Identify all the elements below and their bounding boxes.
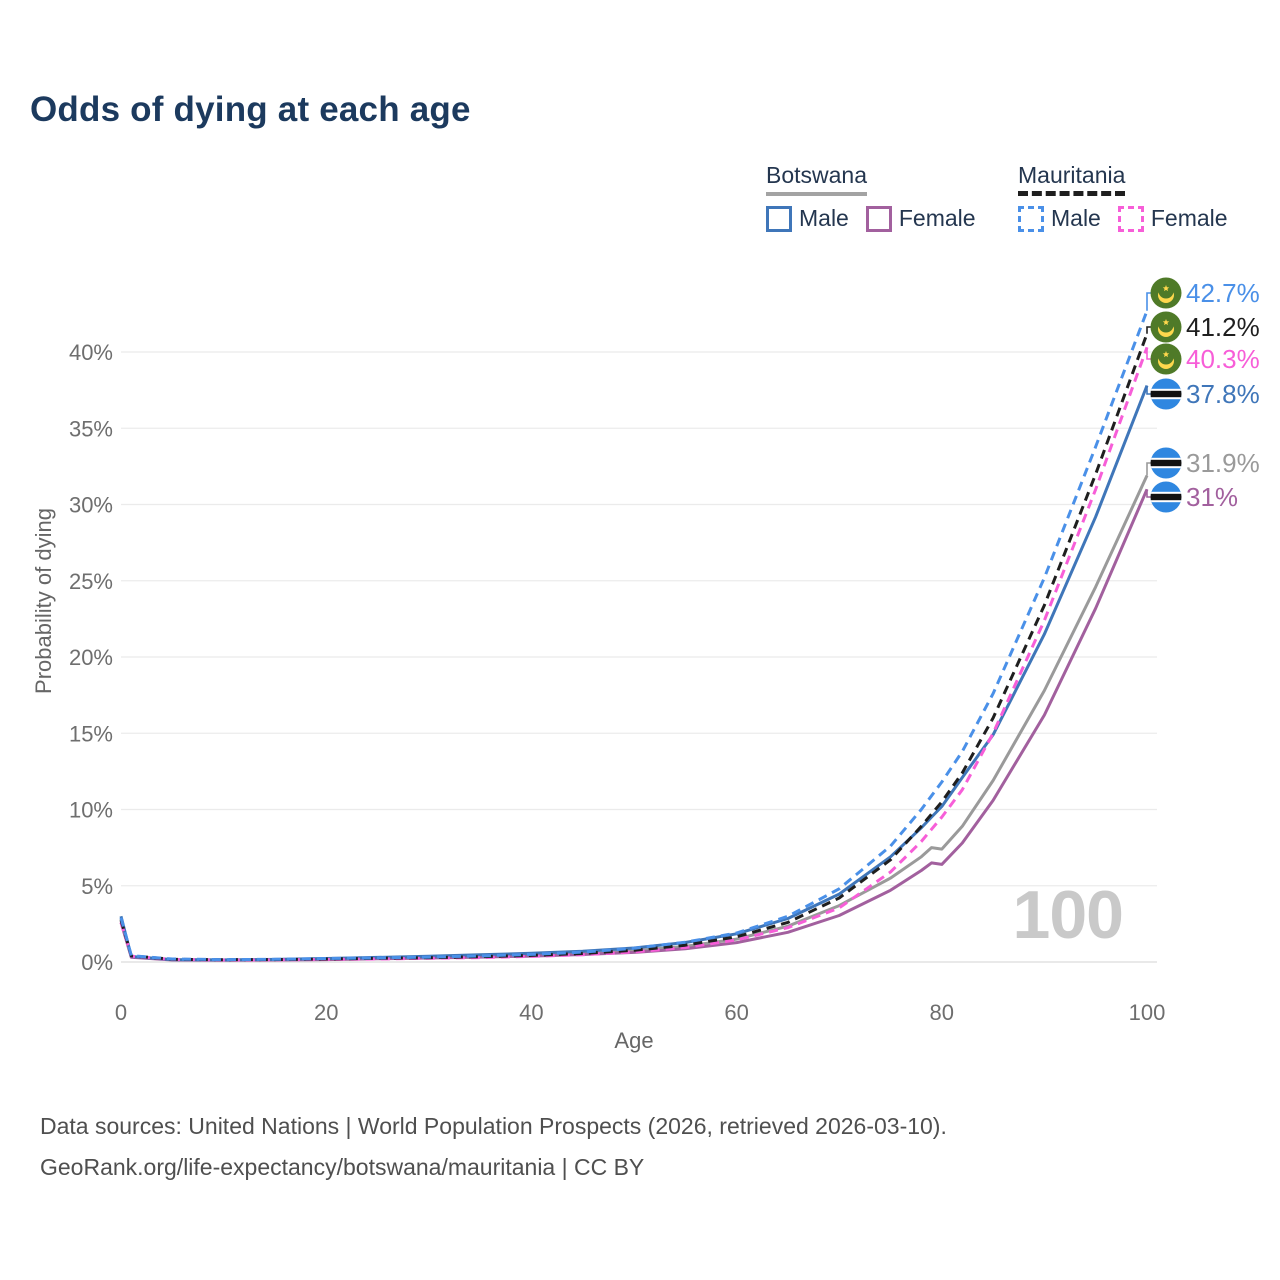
- y-tick-label: 0%: [81, 950, 113, 975]
- end-label-value: 31%: [1186, 482, 1238, 512]
- x-tick-label: 40: [519, 1000, 543, 1025]
- y-axis-title: Probability of dying: [31, 508, 56, 694]
- y-axis-tick-labels: 0% 5% 10% 15% 20% 25% 30% 35% 40%: [69, 340, 113, 975]
- page-title: Odds of dying at each age: [30, 90, 471, 129]
- botswana-flag-icon: [1150, 378, 1182, 410]
- x-axis-tick-labels: 0 20 40 60 80 100: [115, 1000, 1165, 1025]
- y-tick-label: 35%: [69, 416, 113, 441]
- mauritania-flag-icon: [1150, 277, 1182, 309]
- footer-data-sources: Data sources: United Nations | World Pop…: [40, 1113, 947, 1139]
- y-tick-label: 40%: [69, 340, 113, 365]
- series-line-botswana-male: [119, 385, 1149, 962]
- end-label-connector: [1146, 326, 1151, 334]
- x-tick-label: 0: [115, 1000, 127, 1025]
- legend-group-botswana: Botswana Male Female: [766, 162, 976, 232]
- legend-swatch-mauritania-male: [1018, 205, 1044, 232]
- y-tick-label: 25%: [69, 569, 113, 594]
- mauritania-flag-icon: [1150, 343, 1182, 375]
- x-axis-title: Age: [614, 1028, 654, 1053]
- y-tick-label: 15%: [69, 721, 113, 746]
- legend-heading-botswana: Botswana: [766, 162, 868, 196]
- end-label-connector: [1146, 462, 1151, 476]
- end-label-value: 37.8%: [1186, 379, 1260, 409]
- botswana-flag-icon: [1150, 447, 1182, 479]
- end-label-connector: [1146, 347, 1151, 360]
- legend-item-mauritania-female: Female: [1117, 205, 1228, 232]
- legend-swatch-mauritania-female: [1117, 205, 1144, 232]
- legend-swatch-botswana-female: [865, 205, 892, 232]
- age-counter-watermark: 100: [1012, 877, 1124, 953]
- legend-label: Female: [898, 205, 976, 231]
- end-label-connector: [1146, 489, 1151, 498]
- legend-item-mauritania-male: Male: [1018, 205, 1101, 232]
- legend-label: Female: [1150, 205, 1228, 231]
- legend-heading-mauritania: Mauritania: [1018, 162, 1126, 196]
- y-tick-label: 5%: [81, 874, 113, 899]
- botswana-flag-icon: [1150, 481, 1182, 513]
- x-tick-label: 20: [314, 1000, 338, 1025]
- footer: Data sources: United Nations | World Pop…: [40, 1106, 947, 1188]
- series-lines: [119, 310, 1149, 962]
- end-label-value: 40.3%: [1186, 344, 1260, 374]
- series-line-mauritania-female: [119, 346, 1149, 962]
- footer-attribution-link: GeoRank.org/life-expectancy/botswana/mau…: [40, 1154, 645, 1180]
- legend-label: Male: [1051, 205, 1101, 231]
- series-line-mauritania-male: [119, 310, 1149, 962]
- end-label-value: 31.9%: [1186, 448, 1260, 478]
- end-labels: 42.7% 41.2%40.3% 37.8% 31.9% 31%: [1146, 277, 1260, 513]
- legend-group-mauritania: Mauritania Male Female: [1018, 162, 1228, 232]
- y-tick-label: 30%: [69, 493, 113, 518]
- gridlines: [121, 351, 1157, 963]
- x-tick-label: 100: [1129, 1000, 1166, 1025]
- y-tick-label: 10%: [69, 798, 113, 823]
- legend-item-botswana-male: Male: [766, 205, 849, 232]
- end-label-value: 41.2%: [1186, 312, 1260, 342]
- y-tick-label: 20%: [69, 645, 113, 670]
- mauritania-flag-icon: [1150, 311, 1182, 343]
- legend-label: Male: [799, 205, 849, 231]
- end-label-connector: [1146, 292, 1151, 311]
- end-label-value: 42.7%: [1186, 278, 1260, 308]
- x-tick-label: 80: [930, 1000, 954, 1025]
- end-label-connector: [1146, 385, 1151, 395]
- legend-item-botswana-female: Female: [865, 205, 976, 232]
- legend-swatch-botswana-male: [766, 205, 792, 232]
- x-tick-label: 60: [724, 1000, 748, 1025]
- series-line-botswana-female: [119, 488, 1149, 962]
